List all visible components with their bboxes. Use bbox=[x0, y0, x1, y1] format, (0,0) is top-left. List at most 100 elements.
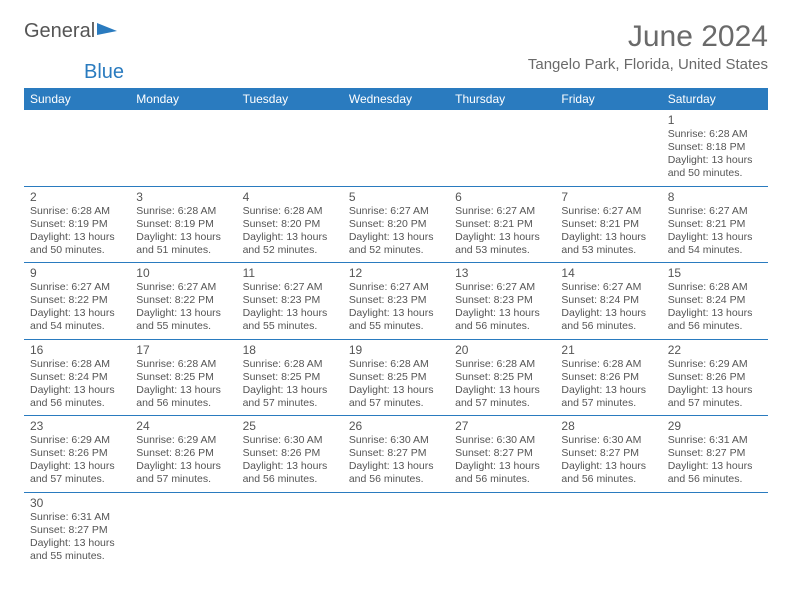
day-number: 28 bbox=[561, 419, 655, 433]
day-info: Sunrise: 6:28 AMSunset: 8:20 PMDaylight:… bbox=[243, 205, 337, 258]
calendar-cell: 4Sunrise: 6:28 AMSunset: 8:20 PMDaylight… bbox=[237, 186, 343, 263]
day-info: Sunrise: 6:28 AMSunset: 8:19 PMDaylight:… bbox=[30, 205, 124, 258]
day-info: Sunrise: 6:27 AMSunset: 8:22 PMDaylight:… bbox=[136, 281, 230, 334]
day-number: 14 bbox=[561, 266, 655, 280]
day-number: 5 bbox=[349, 190, 443, 204]
calendar-cell: 26Sunrise: 6:30 AMSunset: 8:27 PMDayligh… bbox=[343, 416, 449, 493]
day-number: 22 bbox=[668, 343, 762, 357]
calendar-cell: 7Sunrise: 6:27 AMSunset: 8:21 PMDaylight… bbox=[555, 186, 661, 263]
day-number: 27 bbox=[455, 419, 549, 433]
day-info: Sunrise: 6:27 AMSunset: 8:21 PMDaylight:… bbox=[561, 205, 655, 258]
day-info: Sunrise: 6:28 AMSunset: 8:24 PMDaylight:… bbox=[30, 358, 124, 411]
day-info: Sunrise: 6:27 AMSunset: 8:20 PMDaylight:… bbox=[349, 205, 443, 258]
calendar-cell: 3Sunrise: 6:28 AMSunset: 8:19 PMDaylight… bbox=[130, 186, 236, 263]
day-info: Sunrise: 6:30 AMSunset: 8:26 PMDaylight:… bbox=[243, 434, 337, 487]
day-info: Sunrise: 6:27 AMSunset: 8:21 PMDaylight:… bbox=[668, 205, 762, 258]
calendar-cell: 21Sunrise: 6:28 AMSunset: 8:26 PMDayligh… bbox=[555, 339, 661, 416]
weekday-header: Thursday bbox=[449, 88, 555, 110]
calendar-cell-blank bbox=[555, 492, 661, 568]
calendar-cell: 23Sunrise: 6:29 AMSunset: 8:26 PMDayligh… bbox=[24, 416, 130, 493]
day-number: 10 bbox=[136, 266, 230, 280]
day-info: Sunrise: 6:28 AMSunset: 8:25 PMDaylight:… bbox=[349, 358, 443, 411]
calendar-cell: 29Sunrise: 6:31 AMSunset: 8:27 PMDayligh… bbox=[662, 416, 768, 493]
calendar-cell-blank bbox=[237, 110, 343, 186]
day-info: Sunrise: 6:28 AMSunset: 8:25 PMDaylight:… bbox=[455, 358, 549, 411]
calendar-cell: 1Sunrise: 6:28 AMSunset: 8:18 PMDaylight… bbox=[662, 110, 768, 186]
calendar-cell: 20Sunrise: 6:28 AMSunset: 8:25 PMDayligh… bbox=[449, 339, 555, 416]
calendar-cell-blank bbox=[662, 492, 768, 568]
day-number: 7 bbox=[561, 190, 655, 204]
day-info: Sunrise: 6:27 AMSunset: 8:23 PMDaylight:… bbox=[349, 281, 443, 334]
day-number: 17 bbox=[136, 343, 230, 357]
day-info: Sunrise: 6:29 AMSunset: 8:26 PMDaylight:… bbox=[30, 434, 124, 487]
day-info: Sunrise: 6:27 AMSunset: 8:23 PMDaylight:… bbox=[455, 281, 549, 334]
month-title: June 2024 bbox=[528, 20, 768, 54]
day-info: Sunrise: 6:28 AMSunset: 8:19 PMDaylight:… bbox=[136, 205, 230, 258]
calendar-body: 1Sunrise: 6:28 AMSunset: 8:18 PMDaylight… bbox=[24, 110, 768, 568]
calendar-cell: 11Sunrise: 6:27 AMSunset: 8:23 PMDayligh… bbox=[237, 263, 343, 340]
brand-part1: General bbox=[24, 20, 95, 43]
calendar-cell: 22Sunrise: 6:29 AMSunset: 8:26 PMDayligh… bbox=[662, 339, 768, 416]
day-number: 11 bbox=[243, 266, 337, 280]
calendar-cell: 14Sunrise: 6:27 AMSunset: 8:24 PMDayligh… bbox=[555, 263, 661, 340]
day-info: Sunrise: 6:28 AMSunset: 8:25 PMDaylight:… bbox=[136, 358, 230, 411]
day-number: 12 bbox=[349, 266, 443, 280]
day-number: 18 bbox=[243, 343, 337, 357]
day-number: 16 bbox=[30, 343, 124, 357]
flag-icon bbox=[97, 21, 119, 37]
calendar-cell: 12Sunrise: 6:27 AMSunset: 8:23 PMDayligh… bbox=[343, 263, 449, 340]
day-number: 2 bbox=[30, 190, 124, 204]
day-info: Sunrise: 6:27 AMSunset: 8:23 PMDaylight:… bbox=[243, 281, 337, 334]
day-number: 30 bbox=[30, 496, 124, 510]
calendar-cell: 8Sunrise: 6:27 AMSunset: 8:21 PMDaylight… bbox=[662, 186, 768, 263]
calendar-cell-blank bbox=[449, 492, 555, 568]
day-number: 21 bbox=[561, 343, 655, 357]
calendar-cell: 18Sunrise: 6:28 AMSunset: 8:25 PMDayligh… bbox=[237, 339, 343, 416]
day-info: Sunrise: 6:31 AMSunset: 8:27 PMDaylight:… bbox=[30, 511, 124, 564]
calendar-cell: 28Sunrise: 6:30 AMSunset: 8:27 PMDayligh… bbox=[555, 416, 661, 493]
calendar-cell: 6Sunrise: 6:27 AMSunset: 8:21 PMDaylight… bbox=[449, 186, 555, 263]
day-info: Sunrise: 6:31 AMSunset: 8:27 PMDaylight:… bbox=[668, 434, 762, 487]
calendar-cell: 2Sunrise: 6:28 AMSunset: 8:19 PMDaylight… bbox=[24, 186, 130, 263]
day-number: 4 bbox=[243, 190, 337, 204]
day-number: 26 bbox=[349, 419, 443, 433]
calendar-cell: 25Sunrise: 6:30 AMSunset: 8:26 PMDayligh… bbox=[237, 416, 343, 493]
day-info: Sunrise: 6:30 AMSunset: 8:27 PMDaylight:… bbox=[561, 434, 655, 487]
calendar-table: SundayMondayTuesdayWednesdayThursdayFrid… bbox=[24, 88, 768, 568]
calendar-cell: 19Sunrise: 6:28 AMSunset: 8:25 PMDayligh… bbox=[343, 339, 449, 416]
calendar-cell-blank bbox=[449, 110, 555, 186]
weekday-header: Wednesday bbox=[343, 88, 449, 110]
day-number: 25 bbox=[243, 419, 337, 433]
day-info: Sunrise: 6:28 AMSunset: 8:24 PMDaylight:… bbox=[668, 281, 762, 334]
calendar-cell: 30Sunrise: 6:31 AMSunset: 8:27 PMDayligh… bbox=[24, 492, 130, 568]
day-number: 23 bbox=[30, 419, 124, 433]
weekday-header: Monday bbox=[130, 88, 236, 110]
calendar-cell-blank bbox=[555, 110, 661, 186]
calendar-cell: 16Sunrise: 6:28 AMSunset: 8:24 PMDayligh… bbox=[24, 339, 130, 416]
brand-logo: General bbox=[24, 20, 119, 43]
day-number: 3 bbox=[136, 190, 230, 204]
day-number: 8 bbox=[668, 190, 762, 204]
day-number: 24 bbox=[136, 419, 230, 433]
weekday-header: Tuesday bbox=[237, 88, 343, 110]
day-number: 20 bbox=[455, 343, 549, 357]
day-number: 6 bbox=[455, 190, 549, 204]
day-number: 19 bbox=[349, 343, 443, 357]
day-info: Sunrise: 6:30 AMSunset: 8:27 PMDaylight:… bbox=[349, 434, 443, 487]
day-info: Sunrise: 6:27 AMSunset: 8:24 PMDaylight:… bbox=[561, 281, 655, 334]
weekday-header: Saturday bbox=[662, 88, 768, 110]
calendar-cell: 15Sunrise: 6:28 AMSunset: 8:24 PMDayligh… bbox=[662, 263, 768, 340]
weekday-header: Friday bbox=[555, 88, 661, 110]
calendar-cell-blank bbox=[130, 110, 236, 186]
calendar-head: SundayMondayTuesdayWednesdayThursdayFrid… bbox=[24, 88, 768, 110]
calendar-cell: 9Sunrise: 6:27 AMSunset: 8:22 PMDaylight… bbox=[24, 263, 130, 340]
day-info: Sunrise: 6:28 AMSunset: 8:25 PMDaylight:… bbox=[243, 358, 337, 411]
calendar-cell: 13Sunrise: 6:27 AMSunset: 8:23 PMDayligh… bbox=[449, 263, 555, 340]
calendar-cell-blank bbox=[237, 492, 343, 568]
day-number: 13 bbox=[455, 266, 549, 280]
calendar-cell: 5Sunrise: 6:27 AMSunset: 8:20 PMDaylight… bbox=[343, 186, 449, 263]
calendar-cell: 10Sunrise: 6:27 AMSunset: 8:22 PMDayligh… bbox=[130, 263, 236, 340]
day-number: 9 bbox=[30, 266, 124, 280]
calendar-cell: 27Sunrise: 6:30 AMSunset: 8:27 PMDayligh… bbox=[449, 416, 555, 493]
day-info: Sunrise: 6:30 AMSunset: 8:27 PMDaylight:… bbox=[455, 434, 549, 487]
